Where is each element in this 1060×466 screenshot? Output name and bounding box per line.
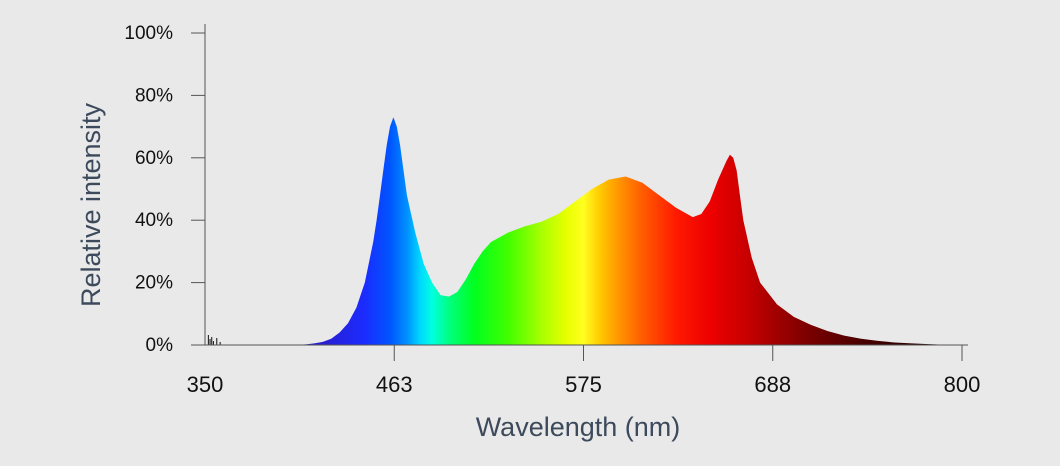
y-axis-title: Relative intensity [76,102,106,307]
spectrum-area [205,117,962,345]
y-tick-label: 100% [124,23,173,44]
x-tick-label: 350 [187,372,224,397]
x-tick-label: 575 [565,372,602,397]
y-tick-label: 80% [135,85,173,106]
y-tick-label: 60% [135,148,173,169]
x-tick-label: 688 [754,372,791,397]
axes: 0% 20% 40% 60% 80% 100% 350 463 575 688 800 [124,23,980,397]
x-tick-label: 800 [944,372,981,397]
plot-area [205,117,962,345]
x-axis-title: Wavelength (nm) [476,412,681,442]
y-tick-label: 20% [135,273,173,294]
y-tick-label: 40% [135,210,173,231]
x-tick-label: 463 [376,372,413,397]
y-tick-label: 0% [146,335,174,356]
